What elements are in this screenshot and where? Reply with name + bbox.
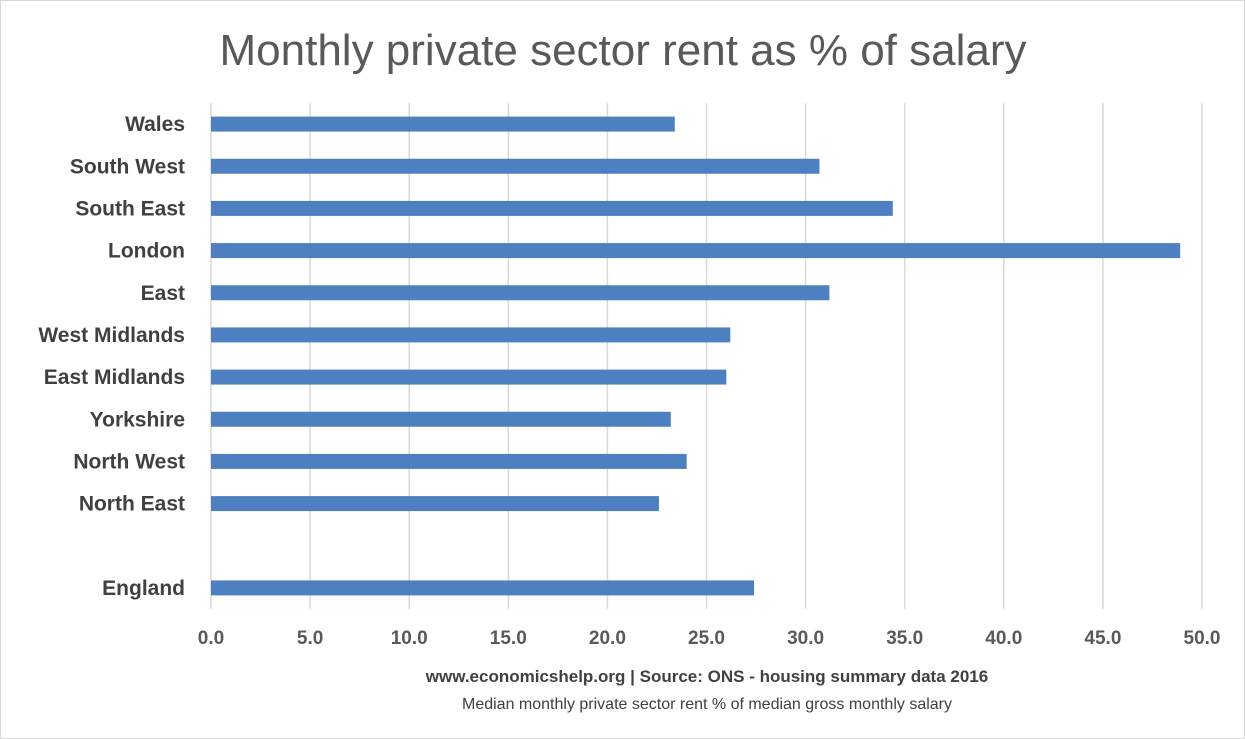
x-tick-label: 30.0 [787,628,824,649]
bar-london [211,243,1181,259]
x-tick-label: 5.0 [297,628,323,649]
category-label-south-west: South West [70,155,185,178]
bar-west-midlands [211,327,731,343]
category-label-yorkshire: Yorkshire [90,408,185,431]
chart-title: Monthly private sector rent as % of sala… [220,26,1027,75]
bar-north-west [211,453,687,469]
category-labels: Wales South West South East London East West … [38,113,185,600]
gridlines [210,103,1203,609]
source-note: www.economicshelp.org | Source: ONS - ho… [425,667,988,686]
x-tick-label: 40.0 [985,628,1022,649]
x-tick-label: 25.0 [688,628,725,649]
bar-north-east [211,496,659,512]
category-label-north-west: North West [73,450,185,473]
category-label-south-east: South East [75,197,185,220]
bar-wales [211,116,675,132]
x-tick-label: 50.0 [1184,628,1221,649]
x-tick-label: 0.0 [198,628,224,649]
category-label-east: East [141,282,185,305]
x-tick-label: 20.0 [589,628,626,649]
bar-south-east [211,200,893,216]
x-tick-label: 15.0 [490,628,527,649]
x-tick-label: 10.0 [391,628,428,649]
x-tick-label: 45.0 [1084,628,1121,649]
x-axis-label: Median monthly private sector rent % of … [462,696,952,713]
x-tick-label: 35.0 [886,628,923,649]
bar-east-midlands [211,369,727,385]
category-label-west-midlands: West Midlands [38,324,185,347]
category-label-london: London [108,240,185,263]
category-label-north-east: North East [79,493,185,516]
bar-yorkshire [211,411,671,427]
bar-east [211,285,830,301]
bar-south-west [211,158,820,174]
bar-england [211,580,755,596]
category-label-east-midlands: East Midlands [44,366,185,389]
bars [211,116,1181,596]
category-label-england: England [102,577,185,600]
category-label-wales: Wales [125,113,185,136]
x-tick-labels: 0.0 5.0 10.0 15.0 20.0 25.0 30.0 35.0 40.0 45.0 50… [198,628,1221,649]
